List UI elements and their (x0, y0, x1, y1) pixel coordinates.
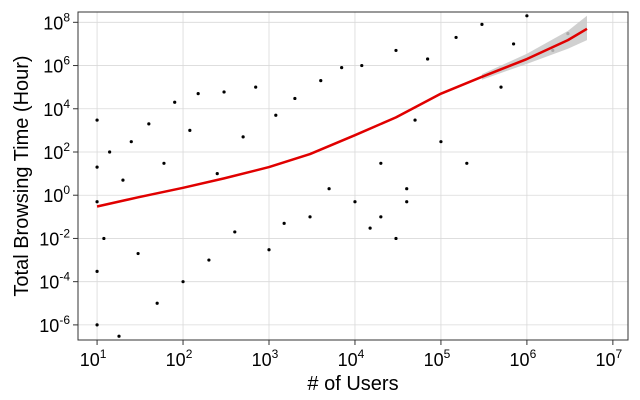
scatter-point (207, 258, 211, 262)
scatter-point (282, 221, 286, 225)
scatter-point (108, 150, 112, 154)
scatter-point (426, 57, 430, 61)
scatter-point (368, 226, 372, 230)
y-tick-label: 104 (43, 97, 70, 120)
scatter-point (95, 323, 99, 327)
grid-lines (78, 12, 628, 340)
scatter-point (274, 113, 278, 117)
scatter-point (173, 100, 177, 104)
trend-line (96, 27, 588, 208)
scatter-point (188, 128, 192, 132)
x-tick-label: 107 (596, 347, 623, 370)
y-tick-label: 10-4 (39, 270, 70, 293)
scatter-point (95, 118, 99, 122)
scatter-point (319, 79, 323, 83)
scatter-point (413, 118, 417, 122)
y-axis-ticks: 10-6 10-4 10-2 100 102 104 106 108 (39, 10, 78, 336)
x-tick-label: 105 (424, 347, 451, 370)
scatter-point (405, 187, 409, 191)
x-tick-label: 103 (252, 347, 279, 370)
scatter-point (353, 200, 357, 204)
y-tick-label: 102 (43, 140, 70, 163)
scatter-point (439, 140, 443, 144)
scatter-points (95, 14, 570, 338)
scatter-point (95, 200, 99, 204)
scatter-point (267, 248, 271, 252)
y-axis-title: Total Browsing Time (Hour) (11, 55, 33, 296)
x-tick-label: 106 (510, 347, 537, 370)
scatter-point (162, 161, 166, 165)
x-axis-title: # of Users (307, 373, 398, 395)
scatter-point (327, 187, 331, 191)
y-tick-label: 10-6 (39, 313, 70, 336)
scatter-point (233, 230, 237, 234)
confidence-band (481, 15, 587, 80)
scatter-point (293, 96, 297, 101)
scatter-point (379, 215, 383, 219)
scatter-point (155, 301, 159, 305)
scatter-point (222, 90, 226, 94)
x-tick-label: 104 (338, 347, 365, 370)
scatter-point (136, 251, 140, 256)
confidence-band-area (481, 15, 587, 80)
scatter-point (308, 215, 312, 219)
y-tick-label: 10-2 (39, 226, 70, 249)
scatter-point (394, 48, 398, 53)
scatter-point (405, 200, 409, 204)
x-axis-ticks: 101 102 103 104 105 106 107 (80, 340, 623, 370)
plot-border (77, 11, 629, 341)
scatter-point (525, 14, 529, 18)
scatter-point (129, 140, 133, 144)
scatter-point (147, 122, 151, 126)
scatter-point (241, 135, 245, 139)
scatter-point (499, 85, 503, 89)
y-tick-label: 100 (43, 183, 70, 206)
x-tick-label: 102 (166, 347, 193, 370)
scatter-point (379, 161, 383, 165)
scatter-point (340, 66, 344, 70)
scatter-point (394, 236, 398, 241)
scatter-point (102, 236, 106, 241)
scatter-point (254, 85, 258, 89)
scatter-point (121, 178, 125, 182)
scatter-point (360, 63, 364, 68)
y-tick-label: 106 (43, 54, 70, 77)
scatter-point (215, 172, 219, 176)
scatter-point (196, 92, 200, 96)
scatter-point (95, 269, 99, 273)
x-tick-label: 101 (80, 347, 107, 370)
scatter-point (117, 334, 121, 338)
plot-panel (78, 12, 628, 340)
scatter-point (181, 280, 185, 284)
trend-curve (96, 27, 588, 208)
y-tick-label: 108 (43, 10, 70, 33)
scatter-point (95, 165, 99, 169)
scatter-point (480, 22, 484, 27)
scatter-point (465, 161, 469, 165)
scatter-point (454, 35, 458, 40)
scatter-point (511, 42, 516, 46)
